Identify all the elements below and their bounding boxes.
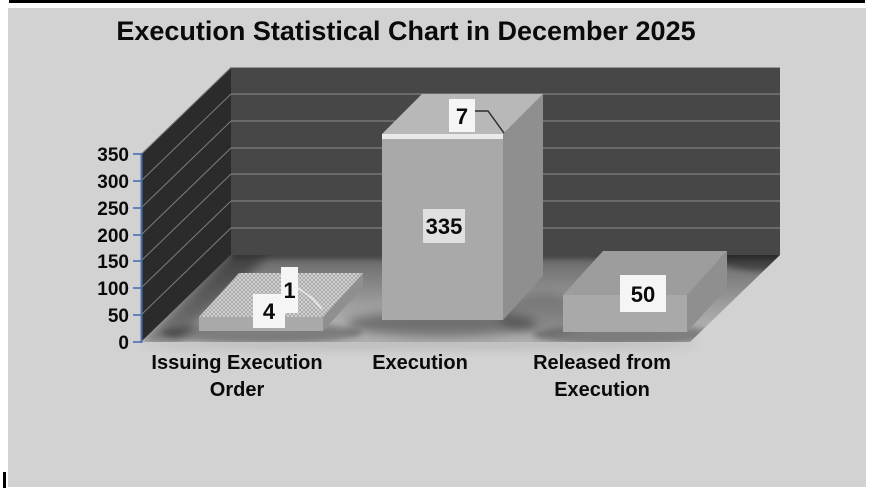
label-box-335 bbox=[423, 209, 465, 243]
category-label-execution: Execution bbox=[372, 352, 468, 374]
ytick-100: 100 bbox=[97, 279, 129, 300]
y-axis-labels: 350 300 250 200 150 100 50 0 bbox=[97, 145, 129, 354]
data-label-series1-cat2: 335 bbox=[426, 214, 463, 239]
bar3-side-face bbox=[687, 251, 727, 332]
bar1-side-face bbox=[323, 273, 363, 331]
category-label-released-line1: Released from bbox=[533, 352, 671, 374]
y-axis-ticks bbox=[133, 153, 141, 343]
category-label-issuing-line2: Order bbox=[210, 379, 265, 401]
leader-line-7 bbox=[475, 110, 505, 134]
bar-released-from-execution bbox=[563, 251, 727, 332]
data-label-series2-cat2: 7 bbox=[456, 104, 468, 129]
ytick-50: 50 bbox=[108, 306, 129, 327]
bar2-series2-sliver bbox=[382, 134, 503, 139]
data-label-series1-cat1: 4 bbox=[263, 299, 276, 324]
ytick-350: 350 bbox=[97, 145, 129, 166]
y-axis: 350 300 250 200 150 100 50 0 bbox=[97, 145, 143, 354]
category-axis-labels: Issuing Execution Order Execution Releas… bbox=[151, 352, 671, 401]
bar2-side-face bbox=[503, 94, 543, 320]
bar3-top-face bbox=[563, 251, 727, 295]
data-labels: 1 4 335 7 50 bbox=[253, 99, 666, 328]
side-wall bbox=[141, 67, 231, 342]
label-box-50 bbox=[620, 275, 666, 312]
label-box-1 bbox=[281, 267, 298, 313]
side-wall-gridlines bbox=[140, 67, 232, 316]
data-label-series2-cat1: 1 bbox=[283, 278, 295, 303]
ytick-150: 150 bbox=[97, 252, 129, 273]
text-cursor bbox=[3, 472, 6, 488]
category-label-issuing-line1: Issuing Execution bbox=[151, 352, 322, 374]
data-label-series1-cat3: 50 bbox=[631, 282, 655, 307]
label-box-7 bbox=[449, 99, 475, 132]
leader-line-1 bbox=[297, 287, 323, 310]
category-label-released-line2: Execution bbox=[554, 379, 650, 401]
label-box-4 bbox=[253, 294, 285, 328]
ytick-200: 200 bbox=[97, 226, 129, 247]
ytick-300: 300 bbox=[97, 172, 129, 193]
ytick-0: 0 bbox=[118, 333, 129, 354]
top-border-line bbox=[9, 0, 865, 3]
ytick-250: 250 bbox=[97, 199, 129, 220]
chart-title: Execution Statistical Chart in December … bbox=[116, 16, 695, 46]
